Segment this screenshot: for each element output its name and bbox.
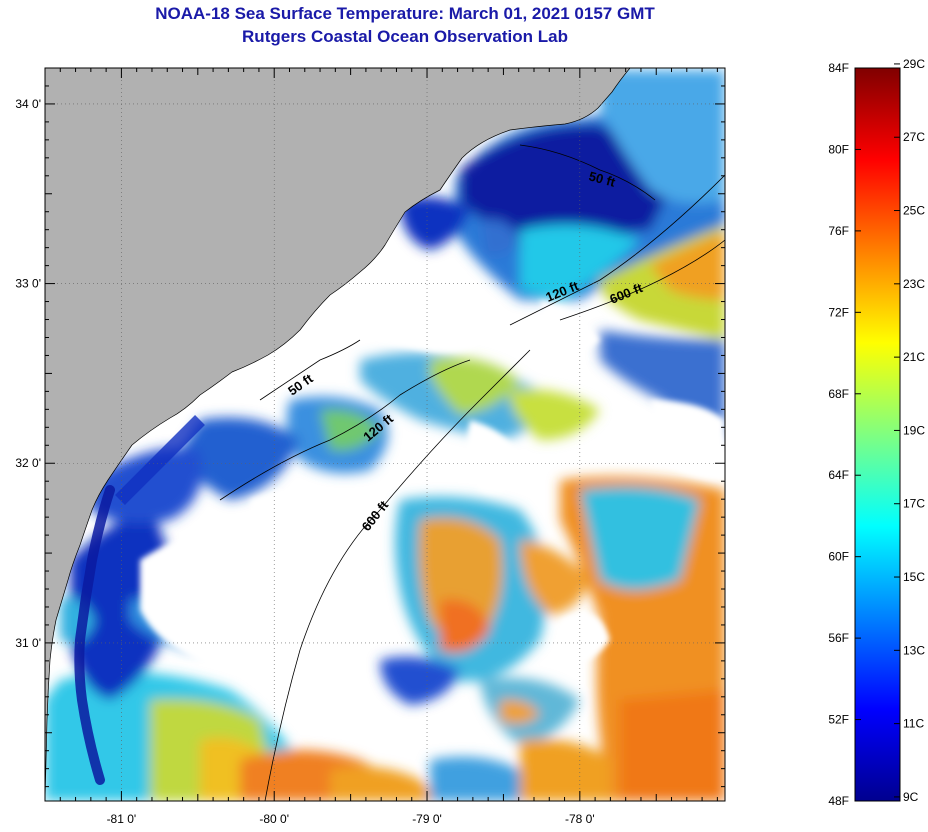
contour-120ft-line bbox=[509, 174, 725, 326]
lon-tick-label: -78 0' bbox=[565, 812, 595, 826]
lon-tick-label: -81 0' bbox=[107, 812, 137, 826]
bathymetry-contours bbox=[219, 144, 725, 801]
lon-tick-label: -79 0' bbox=[412, 812, 442, 826]
map-area bbox=[45, 68, 725, 801]
contour-120ft-line-s bbox=[219, 359, 471, 501]
contour-50ft-line-s bbox=[259, 339, 361, 401]
grid-lines bbox=[45, 68, 725, 801]
coastline bbox=[45, 68, 631, 801]
axis-ticks bbox=[45, 68, 725, 801]
contour-600ft-line-s bbox=[264, 349, 531, 801]
lat-tick-label: 34 0' bbox=[15, 97, 41, 111]
title-line-1: NOAA-18 Sea Surface Temperature: March 0… bbox=[155, 4, 655, 23]
lat-tick-label: 32 0' bbox=[15, 456, 41, 470]
lat-tick-label: 31 0' bbox=[15, 636, 41, 650]
map-frame bbox=[44, 67, 726, 802]
latitude-labels: 34 0' 33 0' 32 0' 31 0' bbox=[15, 97, 41, 650]
land-mass bbox=[45, 68, 630, 801]
contour-600ft-line bbox=[559, 239, 725, 321]
coastal-cold-strip bbox=[74, 485, 115, 785]
lon-tick-label: -80 0' bbox=[259, 812, 289, 826]
contour-50ft-line bbox=[519, 144, 656, 201]
longitude-labels: -81 0' -80 0' -79 0' -78 0' bbox=[107, 812, 595, 826]
lat-tick-label: 33 0' bbox=[15, 277, 41, 291]
contour-label-50ft: 50 ft bbox=[587, 168, 617, 190]
title-line-2: Rutgers Coastal Ocean Observation Lab bbox=[242, 27, 568, 46]
sst-field bbox=[45, 70, 725, 801]
cloud-mask bbox=[140, 247, 725, 744]
coastal-cold-strip-2 bbox=[115, 415, 205, 505]
